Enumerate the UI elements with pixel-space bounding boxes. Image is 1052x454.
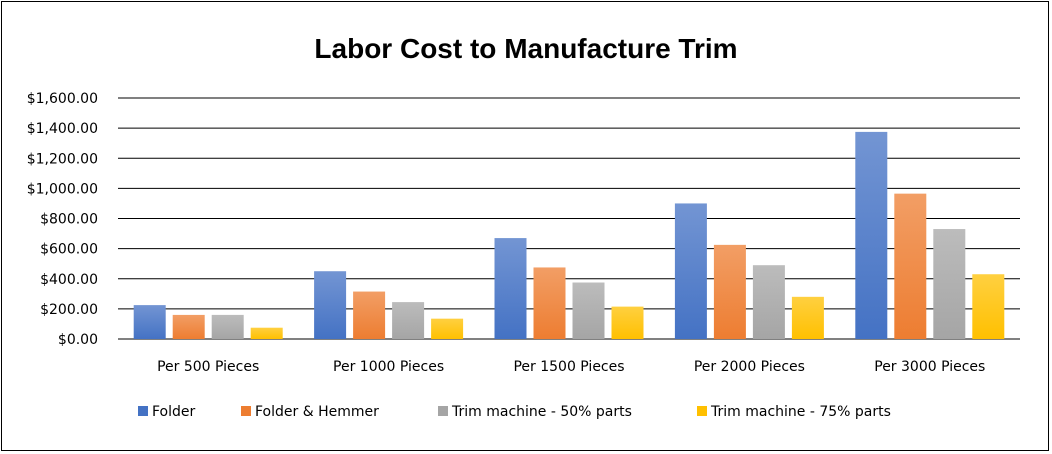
legend-swatch: [697, 406, 707, 416]
bar-folder: [674, 203, 707, 339]
legend-swatch: [241, 406, 251, 416]
y-tick-label: $600.00: [40, 242, 98, 258]
legend-swatch: [138, 406, 148, 416]
legend-label: Folder: [152, 404, 196, 420]
bars: [133, 131, 1005, 339]
bar-trim-machine-50-parts: [572, 282, 605, 339]
bar-folder: [133, 305, 166, 339]
legend-label: Folder & Hemmer: [255, 404, 379, 420]
bar-trim-machine-50-parts: [752, 265, 785, 339]
legend: Folder Folder & Hemmer Trim machine - 50% …: [138, 404, 891, 420]
bar-folder-hemmer: [713, 244, 746, 339]
legend-label: Trim machine - 50% parts: [451, 404, 632, 420]
legend-label: Trim machine - 75% parts: [710, 404, 891, 420]
y-tick-label: $1,600.00: [27, 91, 98, 107]
bar-folder-hemmer: [172, 314, 205, 339]
y-tick-label: $400.00: [40, 272, 98, 288]
x-tick-label: Per 500 Pieces: [157, 359, 259, 375]
bar-folder-hemmer: [533, 267, 566, 339]
x-axis: Per 500 Pieces Per 1000 Pieces Per 1500 Pi…: [157, 359, 985, 375]
y-tick-label: $1,000.00: [27, 181, 98, 197]
bar-folder: [494, 238, 527, 339]
x-tick-label: Per 3000 Pieces: [874, 359, 985, 375]
bar-folder-hemmer: [353, 291, 386, 339]
bar-folder-hemmer: [894, 193, 927, 339]
bar-trim-machine-75-parts: [972, 274, 1005, 339]
y-axis: $0.00 $200.00 $400.00 $600.00 $800.00 $1,000.…: [27, 91, 98, 348]
y-tick-label: $1,400.00: [27, 121, 98, 137]
bar-trim-machine-75-parts: [611, 306, 644, 339]
bar-trim-machine-75-parts: [791, 296, 824, 339]
bar-trim-machine-50-parts: [392, 302, 425, 339]
bar-trim-machine-75-parts: [250, 327, 283, 339]
bar-trim-machine-50-parts: [933, 229, 966, 339]
y-tick-label: $800.00: [40, 212, 98, 228]
y-tick-label: $0.00: [58, 332, 98, 348]
chart-title: Labor Cost to Manufacture Trim: [314, 33, 737, 64]
x-tick-label: Per 1500 Pieces: [513, 359, 624, 375]
bar-trim-machine-50-parts: [211, 314, 244, 339]
y-tick-label: $1,200.00: [27, 151, 98, 167]
x-tick-label: Per 1000 Pieces: [333, 359, 444, 375]
bar-trim-machine-75-parts: [431, 318, 464, 339]
legend-swatch: [438, 406, 448, 416]
y-tick-label: $200.00: [40, 302, 98, 318]
x-tick-label: Per 2000 Pieces: [694, 359, 805, 375]
bar-folder: [855, 131, 888, 339]
bar-folder: [314, 271, 347, 339]
